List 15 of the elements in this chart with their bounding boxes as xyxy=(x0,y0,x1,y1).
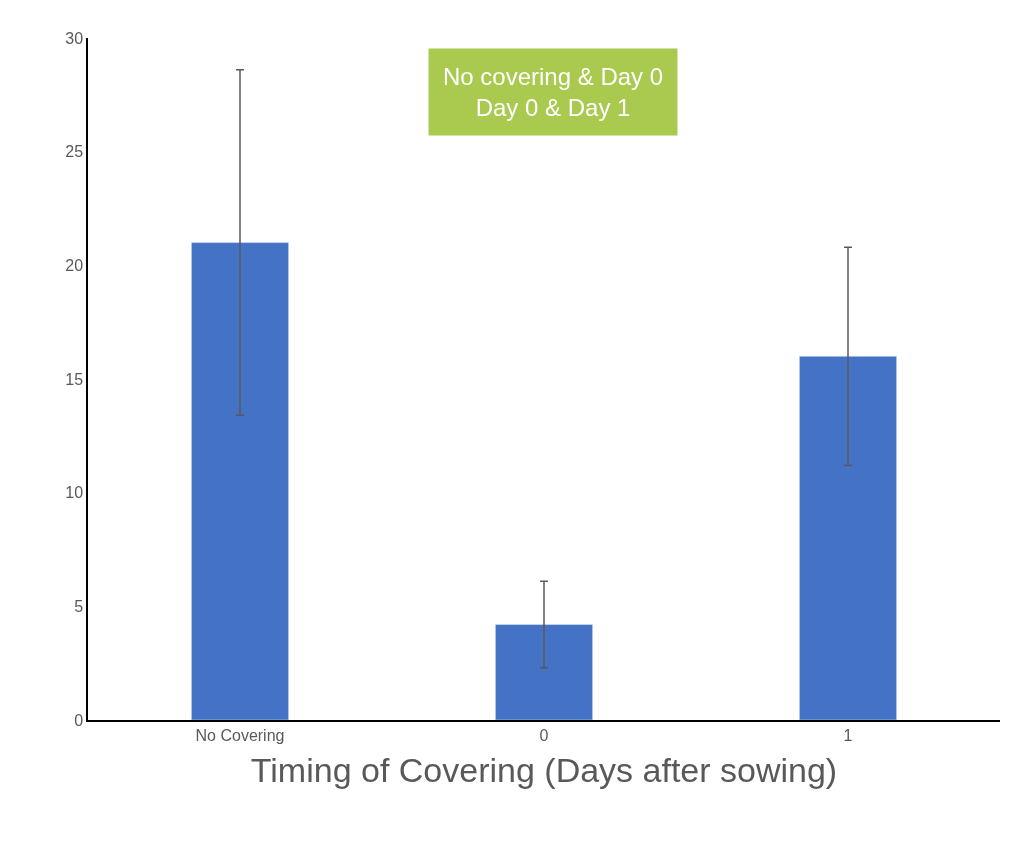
bar xyxy=(799,356,897,720)
x-tick-label: No Covering xyxy=(195,726,285,744)
y-tick-label: 30 xyxy=(65,29,84,47)
y-tick-label: 0 xyxy=(74,711,84,729)
x-tick-label: 1 xyxy=(843,726,853,744)
y-tick-label: 10 xyxy=(65,484,84,502)
y-tick-label: 20 xyxy=(65,256,84,274)
y-tick-label: 5 xyxy=(74,597,84,615)
y-tick-label: 15 xyxy=(65,370,84,388)
bar xyxy=(495,624,593,720)
y-tick-label: 25 xyxy=(65,143,84,161)
x-axis-title: Timing of Covering (Days after sowing) xyxy=(250,750,838,789)
bar xyxy=(191,242,289,720)
x-tick-label: 0 xyxy=(539,726,549,744)
annotation: No covering & Day 0 Day 0 & Day 1 xyxy=(443,63,664,122)
